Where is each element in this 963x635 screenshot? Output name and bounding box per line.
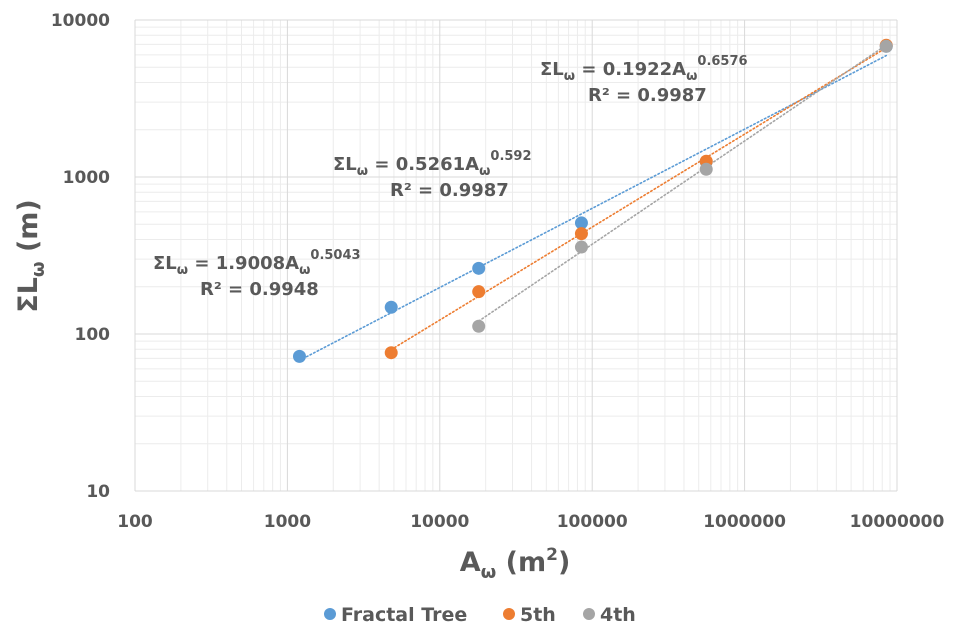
data-point-series-0 [472, 261, 486, 275]
x-tick-label: 10000000 [850, 512, 945, 532]
data-point-series-2 [472, 319, 486, 333]
trendline-annotation-5th: ΣLω = 0.5261Aω0.592 R² = 0.9987 [333, 149, 532, 201]
data-point-series-1 [384, 346, 398, 360]
legend-item-fractal-tree: Fractal Tree [324, 604, 467, 626]
data-points [292, 38, 893, 363]
y-tick-label: 100 [75, 325, 111, 345]
data-point-series-1 [574, 227, 588, 241]
data-point-series-1 [472, 285, 486, 299]
equation-label: ΣLω = 0.5261Aω0.592 [333, 149, 532, 179]
svg-text:4th: 4th [600, 604, 636, 626]
legend-item-4th: 4th [583, 604, 636, 626]
y-axis-title: ΣLω (m) [13, 199, 49, 313]
r-squared-label: R² = 0.9948 [200, 279, 319, 300]
trendline-2 [477, 44, 888, 322]
major-gridlines [134, 19, 898, 492]
svg-text:5th: 5th [520, 604, 556, 626]
legend-marker-fractal-tree [324, 608, 336, 620]
x-axis-title: Aω (m2) [460, 545, 571, 583]
data-point-series-0 [574, 216, 588, 230]
data-point-series-0 [384, 300, 398, 314]
r-squared-label: R² = 0.9987 [390, 180, 509, 201]
y-tick-labels: 10 100 1000 10000 [51, 11, 110, 502]
x-tick-label: 10000 [410, 512, 469, 532]
trendline-annotation-4th: ΣLω = 0.1922Aω0.6576 R² = 0.9987 [540, 54, 748, 106]
data-point-series-0 [292, 349, 306, 363]
y-tick-label: 10 [86, 482, 110, 502]
equation-label: ΣLω = 0.1922Aω0.6576 [540, 54, 748, 84]
x-tick-labels: 100 1000 10000 100000 1000000 10000000 [117, 512, 944, 532]
trendline-annotation-fractal-tree: ΣLω = 1.9008Aω0.5043 R² = 0.9948 [153, 248, 361, 300]
minor-gridlines [135, 20, 897, 491]
legend: Fractal Tree 5th 4th [324, 604, 636, 626]
legend-marker-4th [583, 608, 595, 620]
x-tick-label: 100 [117, 512, 153, 532]
r-squared-label: R² = 0.9987 [588, 85, 707, 106]
x-tick-label: 1000 [264, 512, 311, 532]
trendline-1 [390, 46, 888, 351]
legend-item-5th: 5th [503, 604, 556, 626]
equation-label: ΣLω = 1.9008Aω0.5043 [153, 248, 361, 278]
data-point-series-2 [879, 39, 893, 53]
data-point-series-2 [699, 162, 713, 176]
y-tick-label: 1000 [63, 168, 110, 188]
x-tick-label: 100000 [557, 512, 628, 532]
data-point-series-2 [574, 240, 588, 254]
legend-marker-5th [503, 608, 515, 620]
y-tick-label: 10000 [51, 11, 110, 31]
svg-text:Fractal Tree: Fractal Tree [341, 604, 467, 626]
x-tick-label: 1000000 [703, 512, 786, 532]
